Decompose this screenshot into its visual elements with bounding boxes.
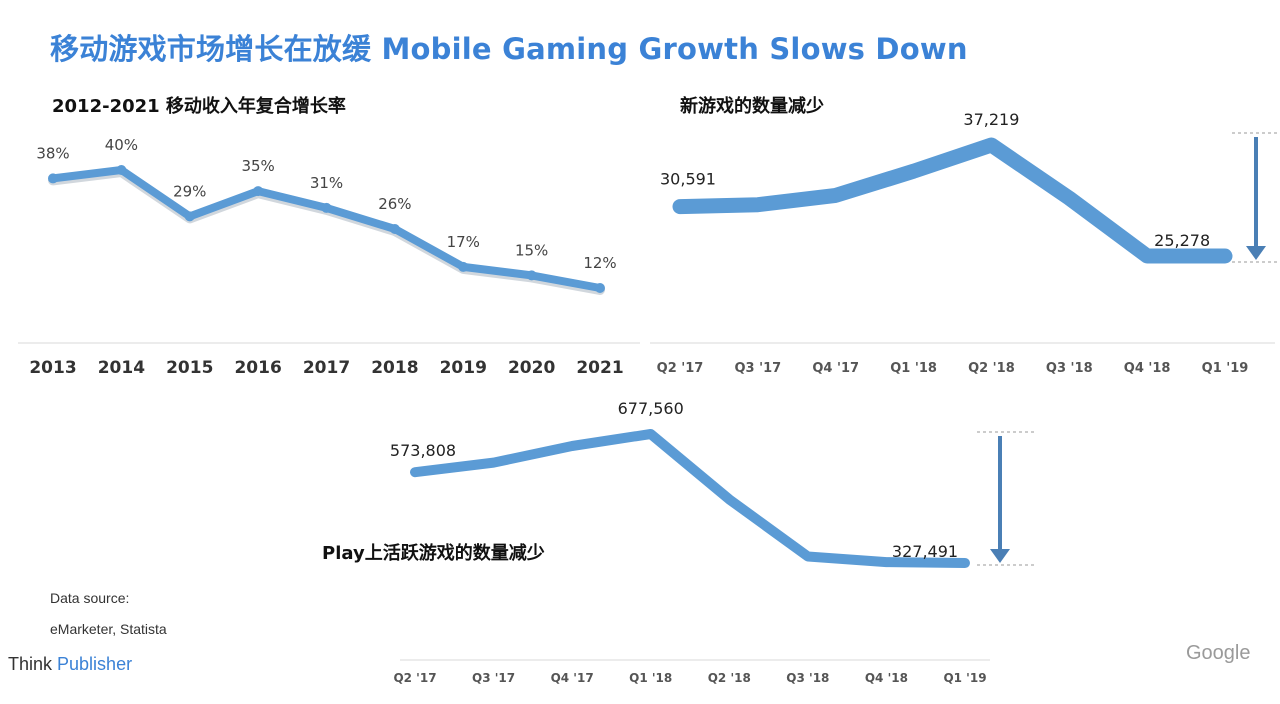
chart1-point [321, 202, 332, 213]
chart2-tick-label: Q2 '17 [657, 361, 704, 376]
chart3-tick-label: Q3 '18 [786, 671, 829, 685]
chart1-tick-label: 2021 [576, 358, 623, 378]
chart3-data-label: 327,491 [892, 542, 958, 561]
chart3-tick-label: Q1 '18 [629, 671, 672, 685]
chart1-tick-label: 2013 [29, 358, 76, 378]
chart3-tick-label: Q4 '18 [865, 671, 908, 685]
think-publisher-logo: Think Publisher [8, 654, 132, 675]
chart1-tick-label: 2018 [371, 358, 418, 378]
chart2-tick-label: Q1 '18 [890, 361, 937, 376]
chart1-data-label: 31% [310, 174, 343, 192]
chart1-point [595, 283, 605, 293]
chart3-tick-label: Q1 '19 [943, 671, 986, 685]
chart3-data-label: 677,560 [618, 399, 684, 418]
chart1-tick-label: 2016 [234, 358, 281, 378]
chart3-tick-label: Q3 '17 [472, 671, 515, 685]
chart1-tick-label: 2017 [303, 358, 350, 378]
chart1-data-label: 40% [105, 136, 138, 154]
chart1-title: 2012-2021 移动收入年复合增长率 [52, 96, 346, 117]
chart1-data-label: 17% [447, 233, 480, 251]
chart1-tick-label: 2019 [440, 358, 487, 378]
chart3-title: Play上活跃游戏的数量减少 [322, 543, 545, 564]
chart1-tick-label: 2014 [98, 358, 145, 378]
chart3-data-label: 573,808 [390, 441, 456, 460]
chart2-data-label: 30,591 [660, 170, 716, 189]
chart3-series-line [410, 429, 970, 568]
chart2-tick-label: Q1 '19 [1202, 361, 1249, 376]
chart1-data-label: 29% [173, 182, 206, 200]
chart2-title: 新游戏的数量减少 [680, 96, 824, 117]
chart2-decline-arrow-head [1246, 246, 1266, 260]
chart2-data-label: 37,219 [963, 110, 1019, 129]
chart1-point [116, 165, 127, 175]
brand-prefix: Think [8, 654, 53, 674]
chart1-point [253, 186, 264, 197]
chart2-tick-label: Q4 '18 [1124, 361, 1171, 376]
brand-name: Publisher [57, 654, 133, 674]
chart1-tick-label: 2020 [508, 358, 555, 378]
chart1-point [48, 173, 58, 184]
chart2-tick-label: Q2 '18 [968, 361, 1015, 376]
chart1-point [458, 261, 469, 272]
chart1-data-label: 15% [515, 241, 548, 259]
data-source-value: eMarketer, Statista [50, 621, 167, 637]
chart2-series-line [672, 137, 1233, 264]
chart2-data-label: 25,278 [1154, 231, 1210, 250]
page-title: 移动游戏市场增长在放缓 Mobile Gaming Growth Slows D… [50, 32, 968, 66]
chart2-tick-label: Q4 '17 [812, 361, 859, 376]
chart1-point [389, 224, 400, 234]
chart1-point [184, 211, 195, 222]
chart1-data-label: 26% [378, 195, 411, 213]
chart3-decline-arrow-head [990, 549, 1010, 563]
google-logo: Google [1186, 642, 1251, 664]
chart1-tick-label: 2015 [166, 358, 213, 378]
chart3-tick-label: Q2 '18 [708, 671, 751, 685]
chart1-data-label: 12% [583, 254, 616, 272]
chart2-tick-label: Q3 '17 [735, 361, 782, 376]
chart1-data-label: 38% [36, 144, 69, 162]
chart3-tick-label: Q2 '17 [393, 671, 436, 685]
chart2-tick-label: Q3 '18 [1046, 361, 1093, 376]
chart3-tick-label: Q4 '17 [551, 671, 594, 685]
chart1-data-label: 35% [241, 157, 274, 175]
data-source-label: Data source: [50, 590, 130, 606]
chart1-point [526, 270, 537, 281]
